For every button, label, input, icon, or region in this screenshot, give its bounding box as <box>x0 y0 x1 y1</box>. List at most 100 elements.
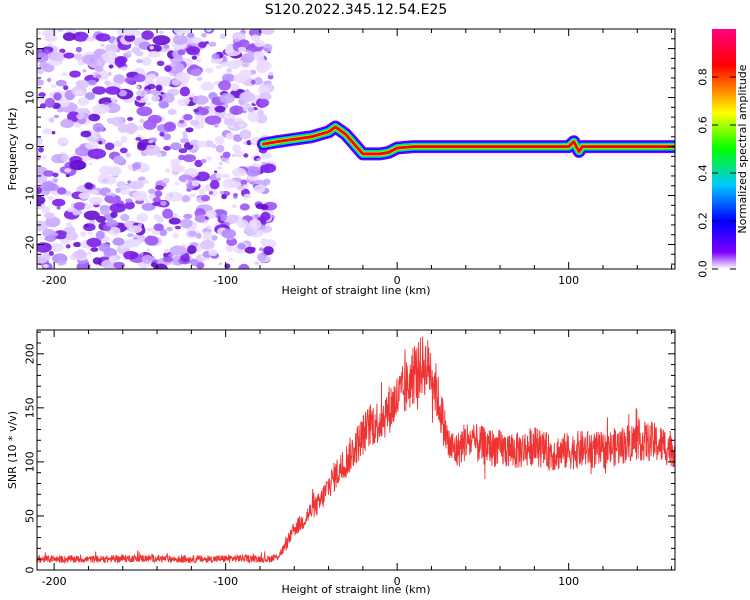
snr-x-label: Height of straight line (km) <box>281 583 430 596</box>
noise-blob <box>47 195 54 200</box>
noise-blob <box>179 218 193 229</box>
noise-blob <box>65 231 79 241</box>
noise-blob <box>189 141 195 146</box>
noise-blob <box>142 144 161 156</box>
noise-blob <box>260 238 267 245</box>
noise-blob <box>37 195 46 205</box>
noise-blob <box>140 252 144 256</box>
noise-blob <box>202 231 213 241</box>
noise-blob <box>174 181 180 186</box>
noise-blob <box>113 74 125 85</box>
noise-blob <box>136 106 153 117</box>
noise-blob <box>113 261 125 269</box>
spectrogram-noise-region <box>37 29 278 269</box>
noise-blob <box>239 129 252 140</box>
noise-blob <box>128 180 144 190</box>
noise-blob <box>213 170 218 174</box>
noise-blob <box>155 185 164 191</box>
noise-blob <box>218 262 223 266</box>
noise-blob <box>141 179 150 185</box>
noise-blob <box>160 200 167 206</box>
noise-blob <box>125 198 133 203</box>
colorbar-gradient <box>712 29 736 269</box>
colorbar-label: Normalized spectral amplitude <box>736 64 749 233</box>
noise-blob <box>164 191 183 202</box>
noise-blob <box>148 139 154 144</box>
noise-blob <box>159 132 165 137</box>
noise-blob <box>51 84 56 89</box>
noise-blob <box>37 220 49 232</box>
noise-blob <box>219 33 226 40</box>
snr-y-tick-label: 50 <box>24 509 37 523</box>
noise-blob <box>84 204 93 209</box>
noise-blob <box>261 29 275 35</box>
noise-blob <box>158 30 164 35</box>
noise-blob <box>44 97 56 108</box>
noise-blob <box>208 41 217 47</box>
noise-blob <box>99 205 110 216</box>
noise-blob <box>241 62 250 68</box>
noise-blob <box>191 37 203 44</box>
noise-blob <box>111 193 116 197</box>
noise-blob <box>132 190 148 201</box>
noise-blob <box>92 86 107 95</box>
noise-blob <box>226 71 232 75</box>
noise-blob <box>74 89 84 96</box>
spectrogram-y-tick-label: -10 <box>24 187 37 205</box>
noise-blob <box>169 158 182 166</box>
noise-blob <box>225 245 235 252</box>
noise-blob <box>196 76 203 81</box>
noise-blob <box>53 92 62 101</box>
noise-blob <box>105 219 119 228</box>
noise-blob <box>104 194 121 204</box>
noise-blob <box>198 188 206 196</box>
noise-blob <box>112 237 125 246</box>
noise-blob <box>190 93 196 98</box>
snr-x-tick-label: -200 <box>42 575 67 588</box>
noise-blob <box>90 247 99 252</box>
noise-blob <box>139 118 144 123</box>
noise-blob <box>152 35 171 46</box>
noise-blob <box>104 80 111 86</box>
noise-blob <box>216 166 223 170</box>
noise-blob <box>117 123 130 133</box>
colorbar-tick-label: 0.4 <box>697 164 710 182</box>
noise-blob <box>251 34 260 42</box>
noise-blob <box>137 142 147 151</box>
noise-blob <box>237 243 246 250</box>
noise-blob <box>163 44 170 49</box>
noise-blob <box>219 93 235 104</box>
colorbar-tick-label: 0.8 <box>697 68 710 86</box>
noise-blob <box>57 137 69 145</box>
noise-blob <box>211 53 220 60</box>
noise-blob <box>241 53 255 64</box>
noise-blob <box>225 160 231 164</box>
noise-blob <box>152 201 160 206</box>
noise-blob <box>119 66 128 71</box>
noise-blob <box>183 213 193 219</box>
noise-blob <box>44 212 55 219</box>
noise-blob <box>45 216 61 228</box>
noise-blob <box>75 80 84 88</box>
colorbar: 0.0 0.2 0.4 0.6 0.8 Normalized spectral ampl… <box>697 29 749 278</box>
noise-blob <box>243 153 249 158</box>
noise-blob <box>124 201 135 210</box>
noise-blob <box>169 245 187 256</box>
noise-blob <box>135 125 145 131</box>
noise-blob <box>213 81 219 86</box>
noise-blob <box>56 206 61 210</box>
noise-blob <box>67 207 75 213</box>
noise-blob <box>261 161 266 166</box>
noise-blob <box>92 257 102 265</box>
noise-blob <box>74 146 91 157</box>
noise-blob <box>229 257 234 261</box>
noise-blob <box>220 62 229 68</box>
noise-blob <box>254 261 259 265</box>
snr-x-tick-label: -100 <box>213 575 238 588</box>
colorbar-ticks: 0.0 0.2 0.4 0.6 0.8 <box>697 68 736 278</box>
noise-blob <box>189 119 199 126</box>
noise-blob <box>177 49 186 56</box>
noise-blob <box>111 116 123 127</box>
noise-blob <box>44 49 50 55</box>
noise-blob <box>57 260 67 266</box>
